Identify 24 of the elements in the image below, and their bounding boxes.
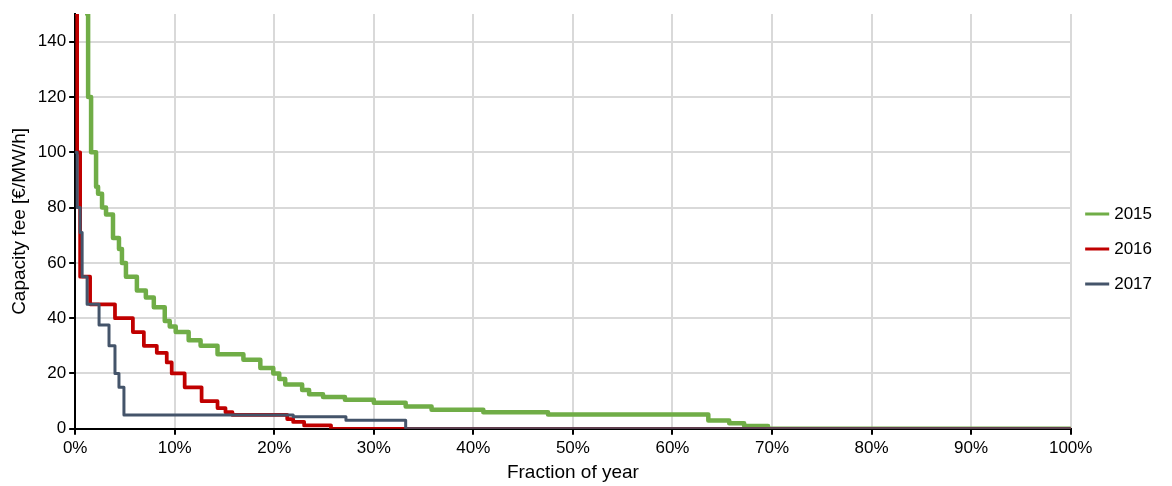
x-tick-label: 20% (257, 437, 292, 457)
x-tick-label: 60% (655, 437, 690, 457)
x-tick-label: 50% (555, 437, 590, 457)
legend-label: 2016 (1114, 238, 1153, 258)
y-tick-label: 140 (37, 31, 67, 51)
x-tick-label: 10% (157, 437, 192, 457)
y-tick-label: 20 (47, 363, 67, 383)
x-tick-label: 70% (755, 437, 790, 457)
y-tick-label: 80 (47, 197, 67, 217)
x-tick-label: 100% (1048, 437, 1093, 457)
legend-label: 2015 (1114, 203, 1153, 223)
x-tick-label: 80% (854, 437, 889, 457)
x-tick-label: 0% (62, 437, 88, 457)
x-axis-title: Fraction of year (506, 460, 640, 482)
y-tick-label: 40 (47, 307, 67, 327)
legend-label: 2017 (1114, 273, 1153, 293)
x-tick-label: 30% (356, 437, 391, 457)
x-tick-label: 40% (456, 437, 491, 457)
y-tick-label: 0 (56, 418, 67, 438)
y-tick-label: 120 (37, 86, 67, 106)
y-axis-title: Capacity fee [€/MW/h] (7, 127, 29, 315)
y-tick-label: 100 (37, 141, 67, 161)
x-tick-label: 90% (954, 437, 989, 457)
y-tick-label: 60 (47, 252, 67, 272)
